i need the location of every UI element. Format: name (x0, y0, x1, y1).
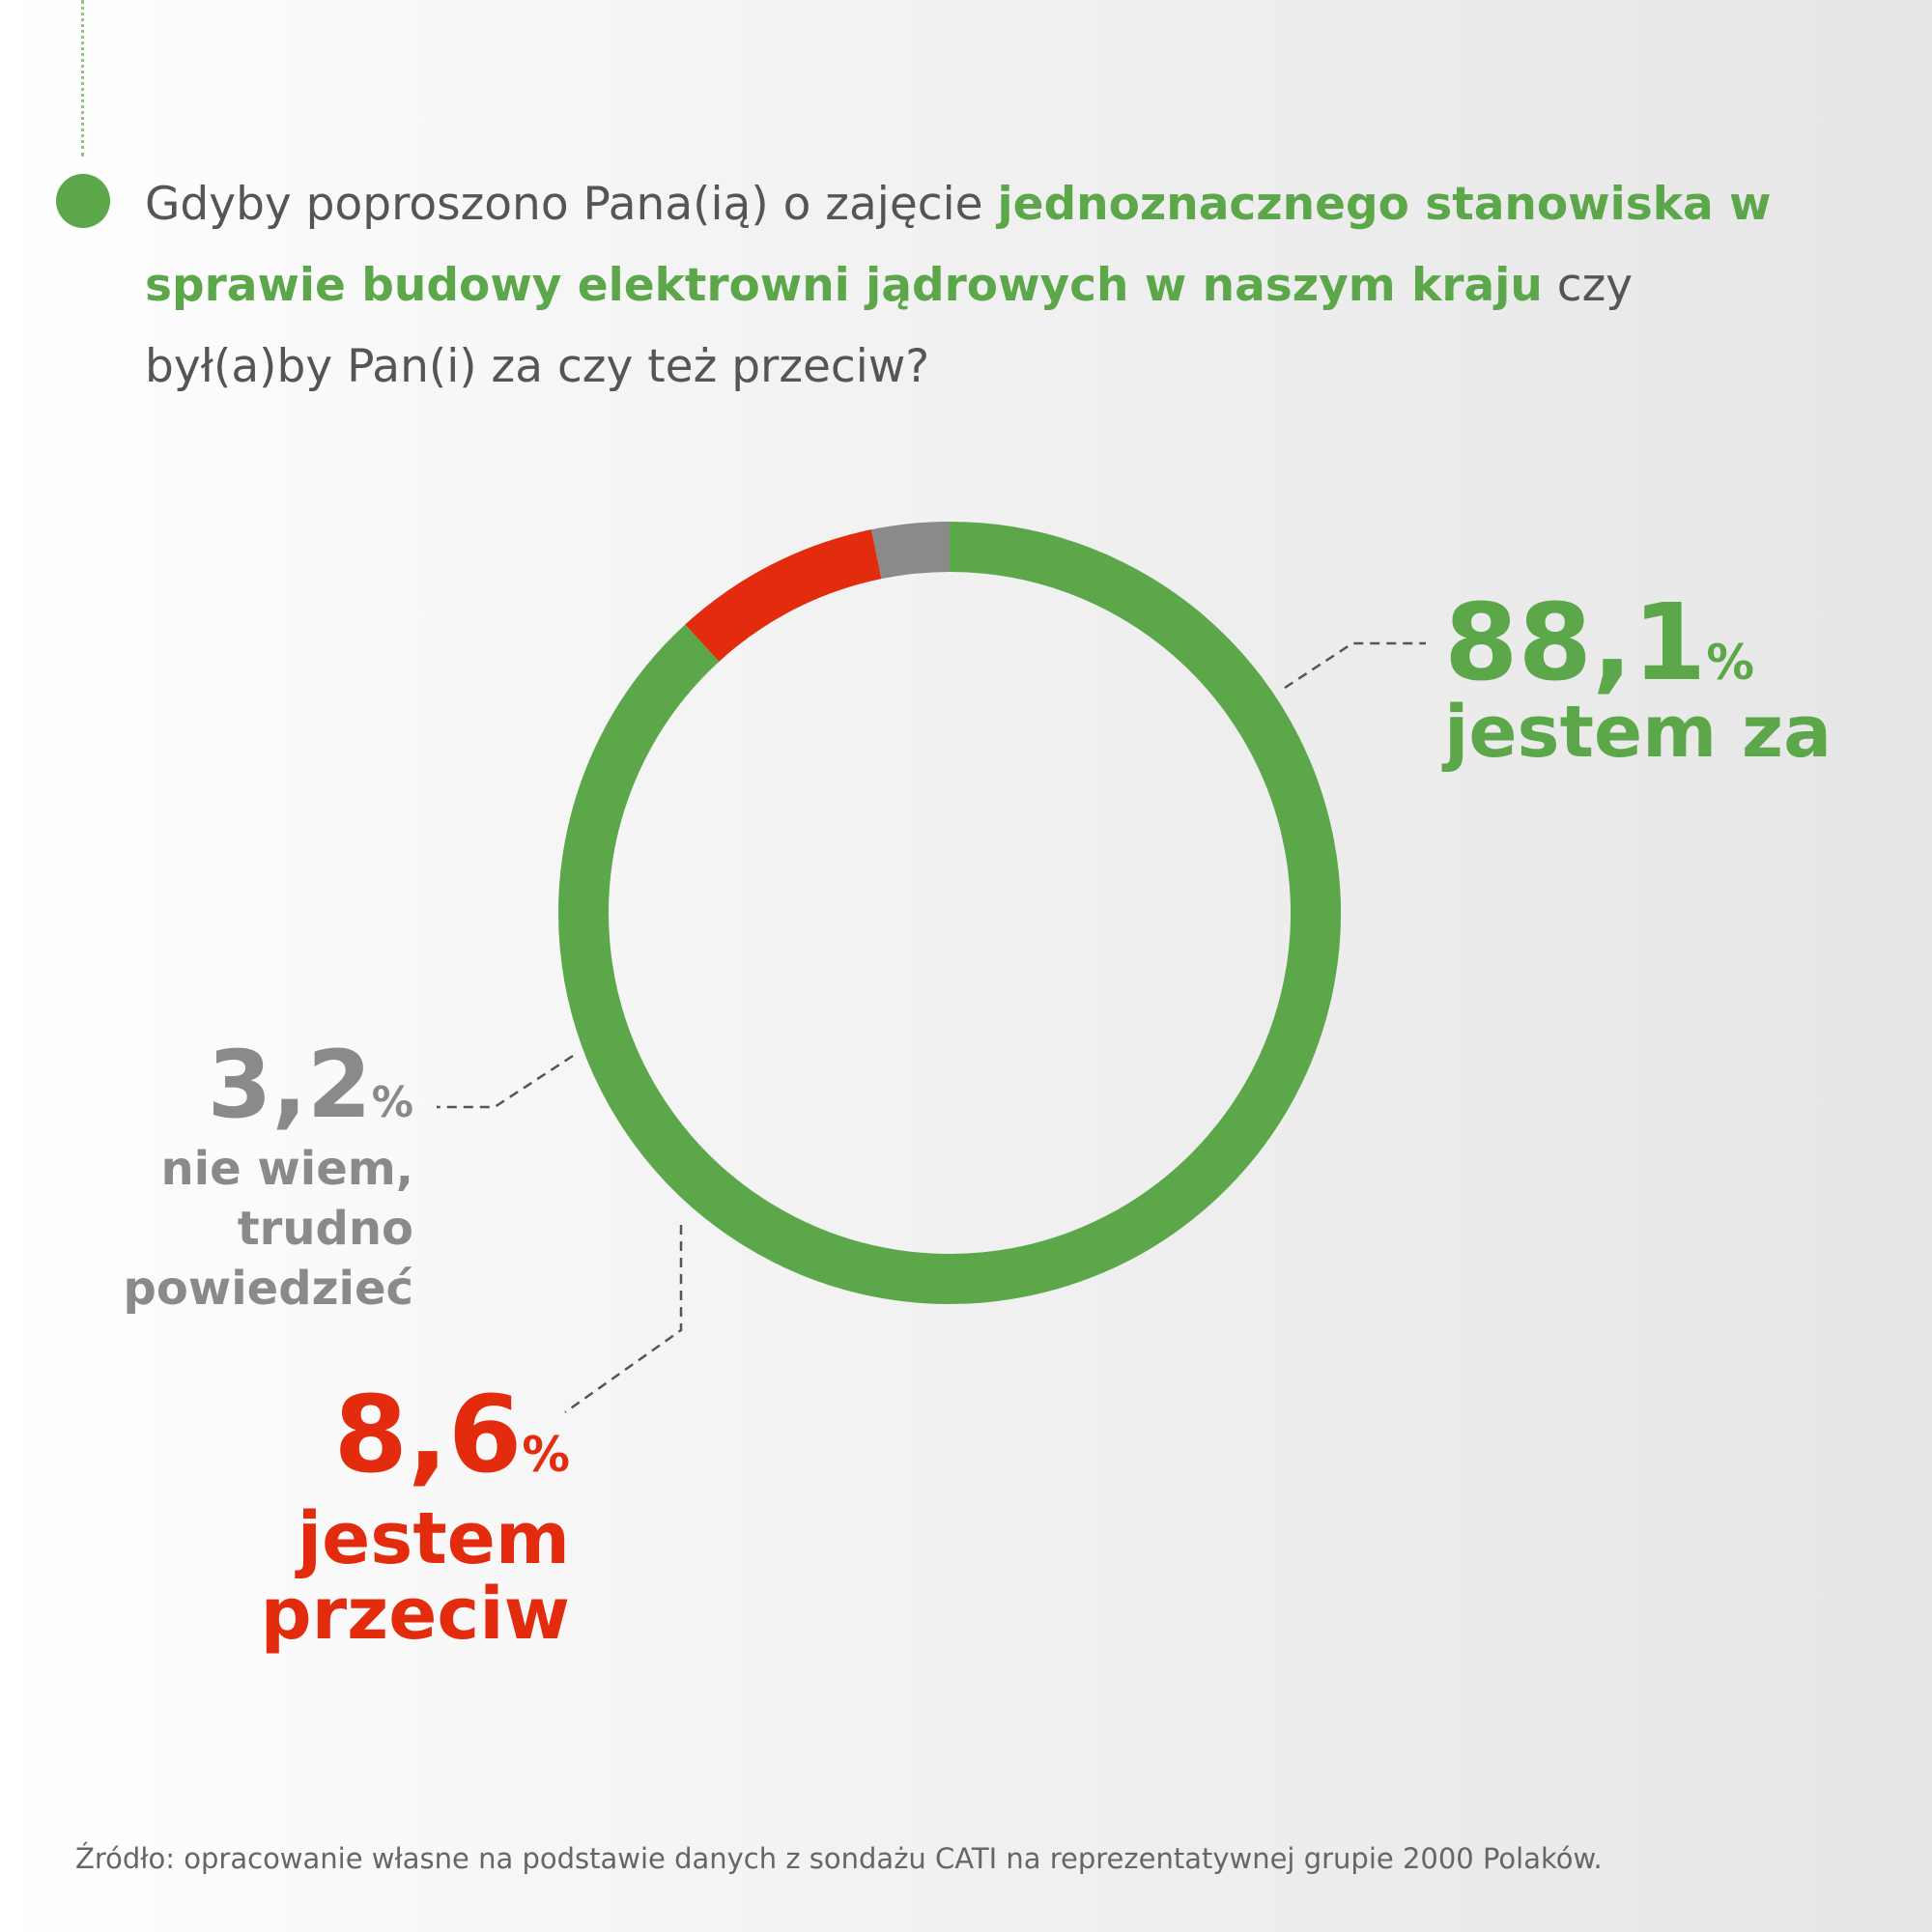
value-dont-know: 3,2% (207, 1031, 413, 1139)
leader-line-green (1284, 641, 1426, 690)
question-text-highlight: jednoznacznego stanowiska w sprawie budo… (145, 178, 1772, 312)
label-against: 8,6% jestem przeciw (261, 1381, 570, 1652)
decorative-dotted-line (81, 0, 84, 156)
leader-line-gray (437, 1054, 574, 1109)
question-text-part1: Gdyby poproszono Pana(ią) o zajęcie (145, 178, 998, 231)
leader-line-red (564, 1225, 683, 1414)
label-for-text: jestem za (1444, 691, 1833, 774)
donut-slice-dont-know (871, 522, 951, 580)
value-for: 88,1% (1444, 581, 1755, 704)
label-against-line-2: przeciw (260, 1573, 570, 1656)
donut-slice-for (558, 522, 1341, 1304)
question-title: Gdyby poproszono Pana(ią) o zajęcie jedn… (145, 164, 1787, 408)
question-text-part2: czy był(a)by Pan(i) za czy też przeciw? (145, 259, 1634, 393)
label-for: 88,1% jestem za (1444, 589, 1832, 773)
donut-slice-against (685, 529, 882, 663)
label-against-line-1: jestem (297, 1497, 570, 1580)
bullet-dot (56, 174, 110, 228)
label-dont-know: 3,2% nie wiem, trudno powiedzieć (124, 1038, 413, 1319)
value-against: 8,6% (333, 1373, 570, 1496)
label-dont-know-line-1: nie wiem, (160, 1142, 414, 1196)
label-dont-know-line-3: powiedzieć (123, 1262, 413, 1316)
label-dont-know-line-2: trudno (237, 1202, 413, 1256)
source-note: Źródło: opracowanie własne na podstawie … (75, 1842, 1603, 1875)
